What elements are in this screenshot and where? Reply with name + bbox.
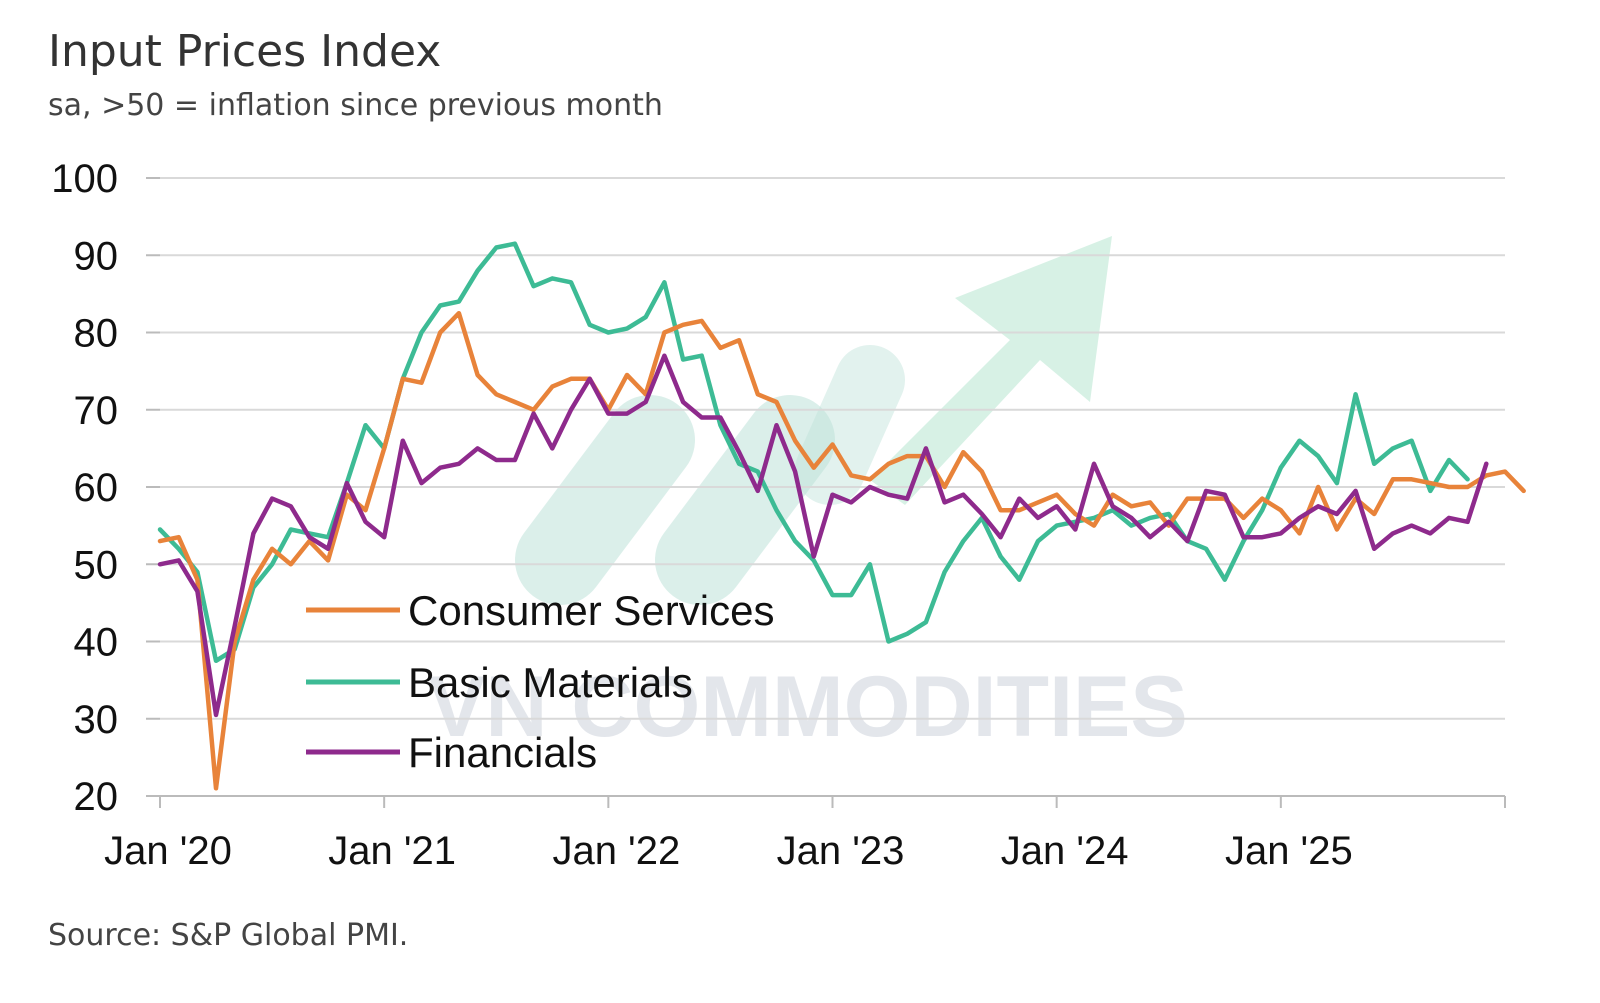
legend-label-financials: Financials bbox=[408, 729, 597, 776]
legend-label-basic-materials: Basic Materials bbox=[408, 659, 693, 706]
y-tick-label: 70 bbox=[74, 389, 119, 433]
y-tick-label: 100 bbox=[51, 157, 118, 201]
watermark-stroke-1 bbox=[515, 395, 695, 605]
chart-title: Input Prices Index bbox=[48, 26, 442, 77]
x-tick-label: Jan '23 bbox=[777, 829, 905, 873]
y-tick-label: 50 bbox=[74, 543, 119, 587]
watermark-arrow bbox=[870, 236, 1112, 505]
watermark-stroke-3 bbox=[795, 345, 905, 505]
x-tick-label: Jan '25 bbox=[1225, 829, 1353, 873]
y-tick-label: 60 bbox=[74, 466, 119, 510]
watermark-text: VN COMMODITIES bbox=[428, 659, 1188, 755]
y-tick-label: 30 bbox=[74, 698, 119, 742]
y-tick-label: 40 bbox=[74, 621, 119, 665]
axes: 20 30 40 50 60 70 80 90 100 Jan '20 Jan '21 Jan '22… bbox=[51, 157, 1506, 873]
watermark-stroke-2 bbox=[655, 395, 835, 605]
x-tick-label: Jan '20 bbox=[104, 829, 232, 873]
legend-label-consumer-services: Consumer Services bbox=[408, 587, 774, 634]
y-tick-label: 80 bbox=[74, 312, 119, 356]
series-line-basic-materials bbox=[157, 241, 1470, 664]
series-lines bbox=[157, 241, 1526, 791]
y-tick-label: 90 bbox=[74, 234, 119, 278]
x-tick-label: Jan '24 bbox=[1001, 829, 1129, 873]
watermark: VN COMMODITIES bbox=[428, 236, 1188, 755]
series-line-financials bbox=[157, 353, 1489, 718]
x-tick-label: Jan '22 bbox=[552, 829, 680, 873]
legend: Consumer Services Basic Materials Financia… bbox=[306, 587, 774, 776]
source-note: Source: S&P Global PMI. bbox=[48, 918, 409, 953]
x-tick-label: Jan '21 bbox=[328, 829, 456, 873]
chart-subtitle: sa, >50 = inflation since previous month bbox=[48, 88, 663, 123]
series-line-consumer-services bbox=[157, 310, 1526, 791]
y-tick-label: 20 bbox=[74, 775, 119, 819]
